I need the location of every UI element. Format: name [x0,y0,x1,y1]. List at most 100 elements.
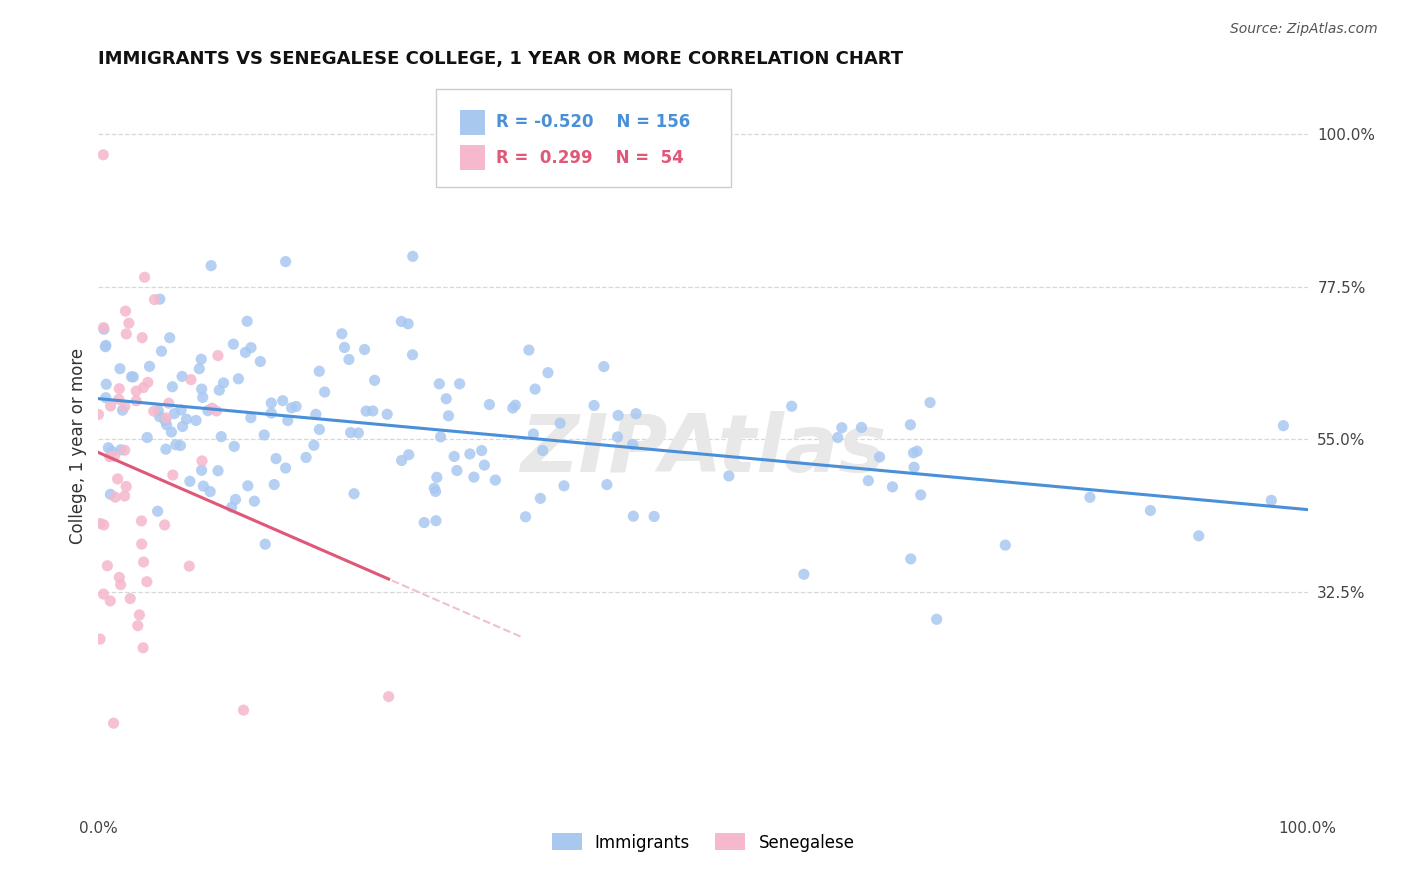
Point [128,607,150,622]
Point [162,380,184,394]
Point [148,403,170,417]
Point [103,449,125,463]
Point [197,403,219,417]
Point [391,453,413,467]
Point [179,475,201,489]
Point [236,479,259,493]
Point [333,341,356,355]
Point [994,538,1017,552]
Point [869,450,891,464]
Point [548,416,571,430]
Point [271,393,294,408]
Point [125,384,148,398]
Point [115,479,138,493]
Point [121,369,143,384]
Point [193,479,215,493]
Point [135,574,157,589]
Point [98,594,121,608]
Point [434,392,457,406]
Point [596,477,619,491]
Point [155,414,177,428]
Point [463,470,485,484]
Point [1139,503,1161,517]
Point [274,254,297,268]
Point [207,464,229,478]
Point [1260,493,1282,508]
Y-axis label: College, 1 year or more: College, 1 year or more [69,348,87,544]
Point [162,468,184,483]
Point [354,404,377,418]
Point [905,444,928,458]
Point [184,413,207,427]
Point [93,320,115,334]
Point [236,314,259,328]
Point [132,640,155,655]
Point [122,370,145,384]
Point [239,410,262,425]
Point [111,403,134,417]
Point [155,411,177,425]
Point [851,420,873,434]
Point [169,439,191,453]
Point [531,443,554,458]
Point [228,372,250,386]
Point [115,326,138,341]
Point [918,395,941,409]
Point [103,716,125,731]
Point [96,377,118,392]
Point [285,400,308,414]
Point [150,344,173,359]
Point [621,509,644,524]
Point [413,516,436,530]
Point [343,487,366,501]
Point [910,488,932,502]
Point [553,479,575,493]
Point [225,492,247,507]
Point [87,408,110,422]
Text: Source: ZipAtlas.com: Source: ZipAtlas.com [1230,22,1378,37]
Point [207,349,229,363]
Point [339,425,361,440]
Point [91,148,114,162]
Point [429,430,451,444]
Text: R =  0.299    N =  54: R = 0.299 N = 54 [496,149,685,167]
Point [425,484,447,499]
Point [621,437,644,451]
Point [607,409,630,423]
Point [96,558,118,573]
Point [337,352,360,367]
Point [253,428,276,442]
Point [176,412,198,426]
Point [118,316,141,330]
Point [260,406,283,420]
Point [1078,491,1101,505]
Point [93,517,115,532]
Point [361,404,384,418]
Point [224,439,246,453]
Point [305,407,328,421]
Point [132,555,155,569]
Point [330,326,353,341]
Point [484,473,506,487]
Point [89,632,111,646]
Point [280,401,302,415]
Point [903,446,925,460]
Point [249,354,271,368]
Point [201,401,224,416]
Point [138,359,160,374]
Point [235,345,257,359]
Point [1188,529,1211,543]
Point [517,343,540,357]
Point [146,504,169,518]
Point [515,509,537,524]
Point [108,361,131,376]
Point [149,409,172,424]
Point [94,391,117,405]
Point [136,430,159,444]
Point [314,385,336,400]
Point [277,413,299,427]
Point [114,443,136,458]
Point [131,514,153,528]
Point [925,612,948,626]
Point [108,382,131,396]
